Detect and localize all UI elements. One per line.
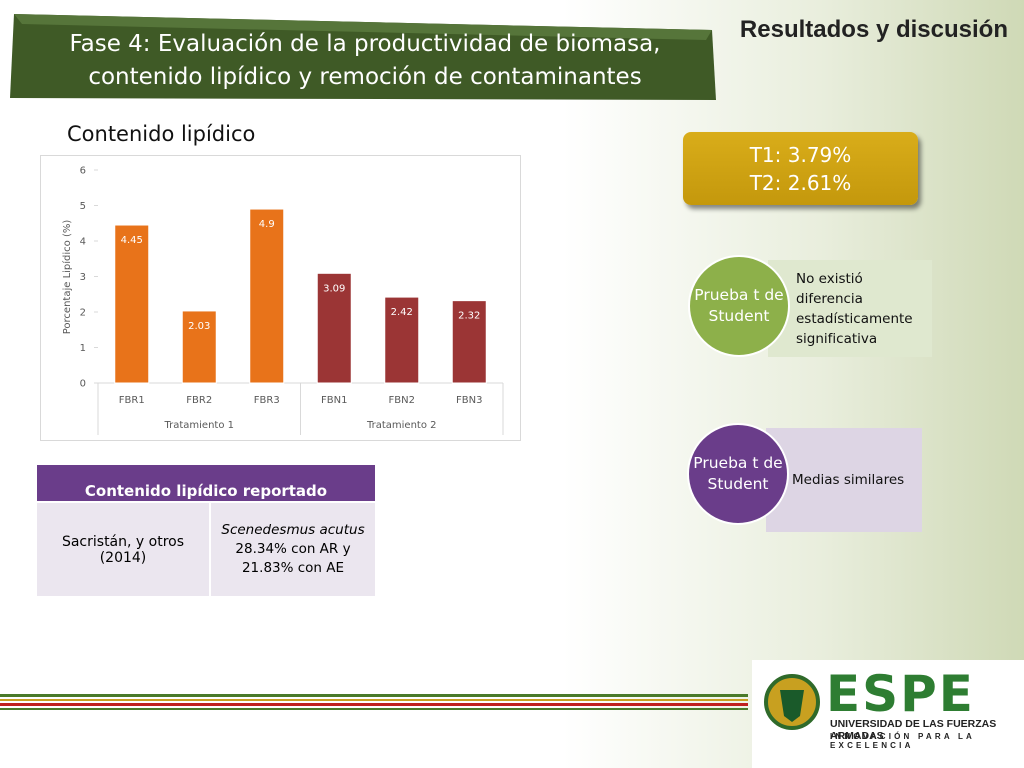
table-header: Contenido lipídico reportado [37,465,375,503]
banner-highlight [14,14,712,40]
y-axis-label: Porcentaje Lipídico (%) [61,220,73,335]
bar [181,310,217,384]
logo-motto: INNOVACIÓN PARA LA EXCELENCIA [830,732,975,750]
logo-name: ESPE [826,665,975,723]
y-tick-label: 6 [80,166,86,177]
table-cell: Sacristán, y otros (2014) [37,502,211,596]
reference-table: Contenido lipídico reportado Sacristán, … [37,465,375,596]
chart: Porcentaje Lipídico (%) 0 1 2 3 4 5 6 FBR1 4.45 F… [40,155,521,441]
footer-stripe [0,699,748,701]
group-label: Tratamiento 1 [163,420,234,431]
x-tick-label: FBN3 [456,395,482,406]
chart-frame [40,155,521,441]
footer-stripe [0,703,748,706]
data-label: 4.45 [121,235,143,246]
bar [451,300,487,384]
x-tick-label: FBN2 [389,395,415,406]
y-tick-label: 3 [80,272,86,283]
y-tick-label: 2 [80,308,86,319]
bar [249,208,285,384]
bar [384,296,420,384]
data-label: 2.42 [391,307,413,318]
group-label: Tratamiento 2 [366,420,437,431]
x-tick-label: FBR2 [186,395,212,406]
bar [114,224,150,384]
y-tick-label: 1 [80,343,86,354]
test-circle: Prueba t de Student [688,255,790,357]
test-circle: Prueba t de Student [687,423,789,525]
footer-stripe [0,694,748,697]
summary-line: T2: 2.61% [749,171,852,195]
logo-shield [780,690,804,722]
section-title: Resultados y discusión [739,16,1008,43]
data-label: 2.32 [458,311,480,322]
footer-stripe [0,708,748,710]
cell-text: 28.34% con AR y 21.83% con AE [235,541,351,576]
bar [316,272,352,384]
y-tick-label: 0 [80,379,86,390]
test-result: Medias similares [766,428,922,532]
species: Scenedesmus acutus [221,522,365,538]
x-tick-label: FBR3 [254,395,280,406]
data-label: 3.09 [323,283,345,294]
data-label: 4.9 [259,219,275,230]
table-cell: Scenedesmus acutus 28.34% con AR y 21.83… [210,502,375,596]
subtitle: Contenido lipídico [67,122,256,146]
title: Fase 4: Evaluación de la productividad d… [69,31,661,90]
summary-box: T1: 3.79% T2: 2.61% [683,132,918,205]
summary-line: T1: 3.79% [749,143,852,167]
test-result: No existió diferencia estadísticamente s… [768,260,932,357]
x-tick-label: FBR1 [119,395,145,406]
y-tick-label: 4 [80,237,86,248]
data-label: 2.03 [188,321,210,332]
logo-university: UNIVERSIDAD DE LAS FUERZAS ARMADAS [830,718,997,742]
x-tick-label: FBN1 [321,395,347,406]
y-tick-label: 5 [80,201,86,212]
